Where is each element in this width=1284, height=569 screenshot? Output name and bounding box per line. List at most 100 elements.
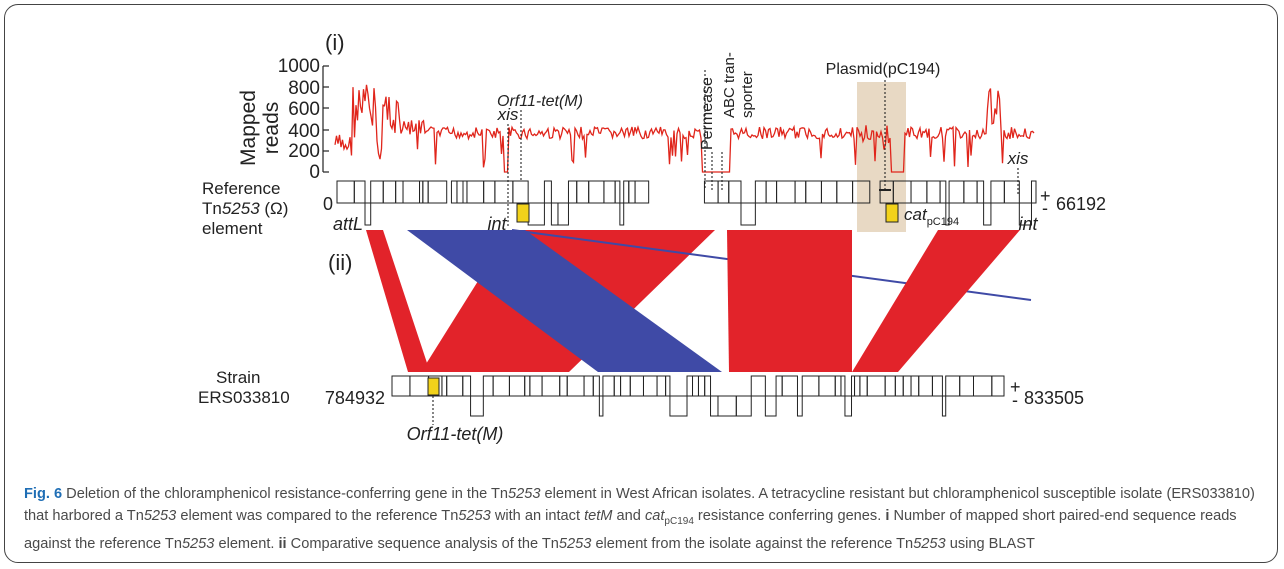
forward-gene [427, 180, 448, 204]
forward-gene [567, 180, 578, 204]
forward-gene [959, 375, 975, 397]
y-tick-600: 600 [288, 99, 320, 120]
int-left-label: int [487, 214, 507, 234]
caption-it-1: 5253 [508, 486, 541, 502]
reference-end: 66192 [1056, 194, 1106, 214]
reverse-gene [527, 202, 545, 226]
forward-gene [931, 375, 943, 397]
caption-it-4: tetM [584, 508, 613, 524]
ref-cat-gene [885, 203, 899, 223]
forward-gene [402, 180, 421, 204]
xis-left-annotation: xis [497, 105, 519, 124]
forward-gene [692, 375, 699, 397]
caption-it-5: cat [644, 508, 665, 524]
caption-sub-5: pC194 [664, 515, 694, 527]
reference-start: 0 [323, 194, 333, 214]
forward-gene [543, 180, 552, 204]
reverse-gene [1018, 202, 1032, 226]
forward-gene [852, 180, 871, 204]
caption-fig-label: Fig. 6 [24, 486, 63, 502]
forward-gene [902, 375, 912, 397]
reverse-gene [710, 395, 719, 417]
forward-gene [836, 180, 854, 204]
forward-gene [395, 180, 404, 204]
forward-gene [462, 375, 472, 397]
orf11-tetm-annotation: Orf11-tet(M) [497, 93, 583, 110]
forward-gene [926, 180, 941, 204]
coverage-line [334, 84, 1035, 173]
figure-frame [4, 4, 1278, 563]
caption-it-2: 5253 [143, 508, 177, 524]
forward-gene [370, 180, 384, 204]
reverse-gene [669, 395, 688, 417]
forward-gene [765, 180, 778, 204]
reverse-gene [619, 202, 625, 226]
forward-gene [462, 180, 468, 204]
forward-gene [775, 375, 783, 397]
forward-gene [603, 180, 616, 204]
forward-gene [963, 180, 978, 204]
permease-annotation: Permease [699, 77, 716, 150]
dotted-guides [507, 70, 1019, 228]
forward-gene [834, 375, 842, 397]
forward-gene [353, 180, 366, 204]
forward-gene [818, 375, 836, 397]
forward-gene [634, 180, 650, 204]
caption-text-5: and [612, 508, 645, 524]
reverse-gene [844, 395, 853, 417]
forward-gene [939, 180, 947, 204]
forward-gene [391, 375, 411, 397]
forward-gene [781, 375, 798, 397]
forward-gene [602, 375, 615, 397]
forward-gene [976, 180, 985, 204]
caption-part-i: i [885, 508, 890, 524]
caption-it-9: 5253 [558, 535, 592, 552]
y-tick-0: 0 [309, 162, 320, 183]
plasmid-annotation: Plasmid(pC194) [826, 61, 941, 78]
attl-label: attL [333, 214, 363, 234]
reverse-gene [557, 202, 569, 226]
forward-gene [820, 180, 838, 204]
forward-gene [703, 180, 719, 204]
reverse-gene [470, 395, 484, 417]
caption-text-2: element in West African isolates. A tetr… [24, 486, 1255, 524]
forward-gene [450, 180, 458, 204]
y-tick-200: 200 [288, 141, 320, 162]
reverse-gene [983, 202, 992, 226]
caption-text-6: resistance conferring genes. [693, 508, 886, 524]
forward-gene [483, 180, 496, 204]
forward-gene [628, 180, 636, 204]
reference-gene-track [336, 180, 1037, 226]
y-tick-800: 800 [288, 78, 320, 99]
forward-gene [910, 180, 928, 204]
match-blue-inversion [407, 230, 722, 372]
reverse-gene [945, 202, 950, 226]
forward-gene [884, 375, 896, 397]
forward-gene [592, 375, 600, 397]
reverse-gene [941, 395, 947, 417]
forward-gene [866, 375, 886, 397]
panel-ii-label: (ii) [328, 250, 352, 275]
strain-orf-label: Orf11-tet(M) [407, 424, 504, 444]
forward-gene [910, 375, 920, 397]
forward-gene [750, 375, 766, 397]
forward-gene [948, 180, 965, 204]
forward-gene [894, 375, 904, 397]
forward-gene [422, 180, 429, 204]
caption-text-10: element from the isolate against the ref… [591, 535, 914, 552]
forward-gene [859, 375, 868, 397]
strain-minus: - [1012, 390, 1018, 410]
reverse-gene [364, 202, 372, 226]
forward-gene [441, 375, 448, 397]
forward-gene [336, 180, 355, 204]
forward-gene [805, 180, 822, 204]
abc-line2-annotation: sporter [739, 71, 756, 118]
strain-start: 784932 [325, 388, 385, 408]
caption-part-ii: ii [278, 535, 287, 552]
forward-gene [588, 180, 605, 204]
forward-gene [717, 180, 730, 204]
caption-text-7: Number of mapped short paired-end sequen… [24, 508, 1237, 552]
forward-gene [629, 375, 644, 397]
panel-i-label: (i) [325, 30, 345, 55]
strain-gene-track [391, 375, 1005, 417]
